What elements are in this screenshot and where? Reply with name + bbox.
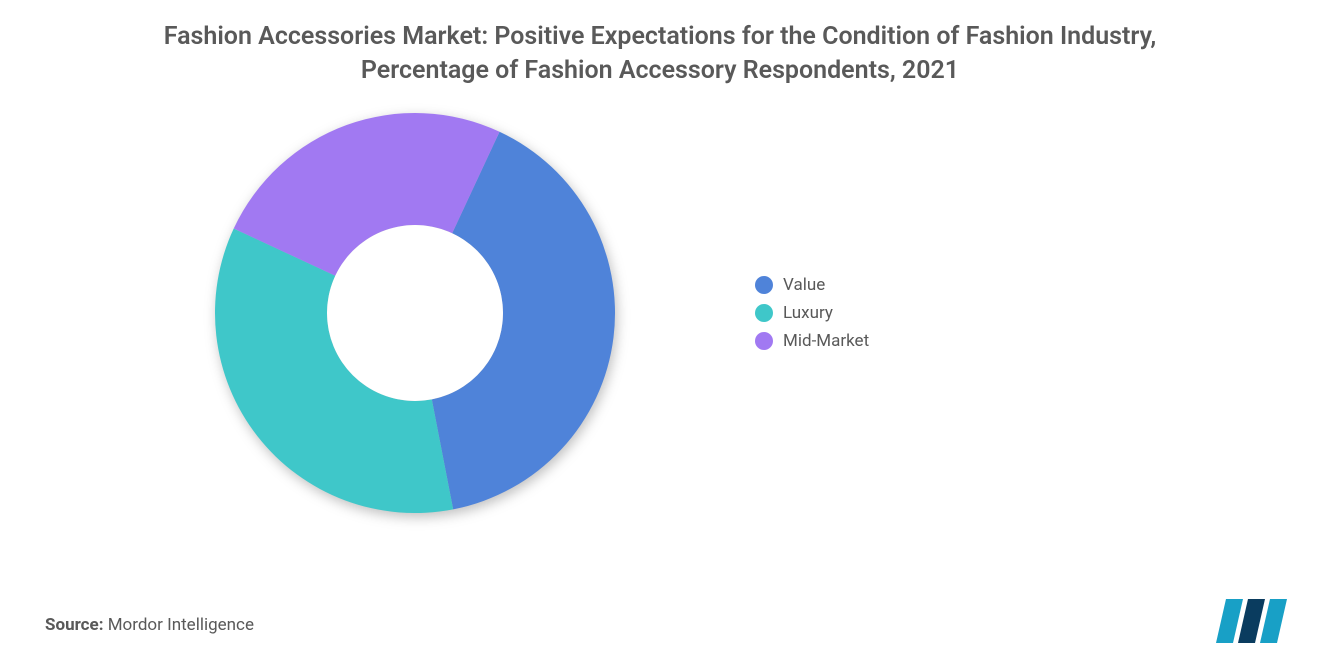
legend-swatch	[755, 304, 773, 322]
legend-swatch	[755, 276, 773, 294]
source-attribution: Source: Mordor Intelligence	[45, 615, 254, 635]
legend: Value Luxury Mid-Market	[755, 275, 869, 351]
donut-chart	[215, 113, 615, 513]
source-text: Mordor Intelligence	[108, 615, 254, 635]
legend-label: Value	[783, 275, 825, 295]
legend-item: Luxury	[755, 303, 869, 323]
legend-swatch	[755, 332, 773, 350]
chart-title: Fashion Accessories Market: Positive Exp…	[135, 20, 1185, 88]
brand-logo-icon	[1210, 597, 1290, 645]
legend-label: Luxury	[783, 303, 833, 323]
source-label: Source:	[45, 615, 103, 635]
legend-item: Value	[755, 275, 869, 295]
chart-area: Value Luxury Mid-Market	[45, 113, 1275, 513]
legend-item: Mid-Market	[755, 331, 869, 351]
legend-label: Mid-Market	[783, 331, 869, 351]
